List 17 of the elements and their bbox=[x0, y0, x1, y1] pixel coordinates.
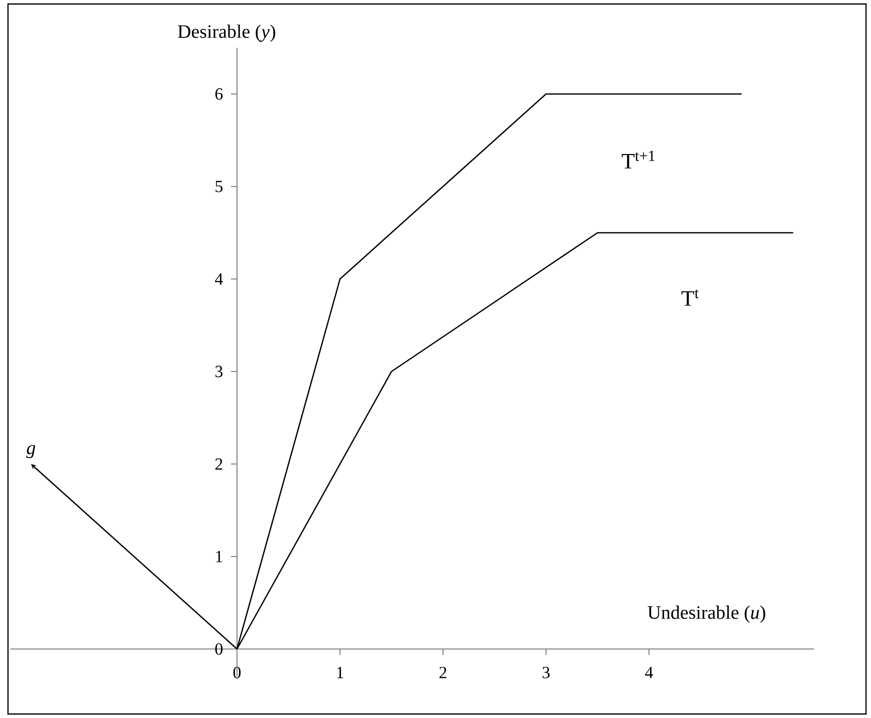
y-tick-label: 1 bbox=[216, 550, 222, 562]
text: T$^{t}$ bbox=[681, 289, 699, 306]
x-tick-label: 0 bbox=[233, 666, 241, 678]
y-tick-label: 5 bbox=[216, 180, 222, 192]
x-tick-label: 1 bbox=[337, 666, 344, 678]
x-tick-label: 4 bbox=[645, 666, 653, 678]
y-tick-label: 2 bbox=[215, 458, 222, 470]
y-tick-label: 4 bbox=[214, 273, 223, 285]
x-tick-label: 2 bbox=[440, 666, 446, 678]
y-tick-label: 6 bbox=[215, 88, 223, 100]
text: T$^{t+1}$ bbox=[622, 150, 655, 168]
series-label: g bbox=[26, 445, 36, 458]
y-tick-label: 0 bbox=[215, 643, 222, 655]
x-tick-label: 3 bbox=[542, 666, 550, 678]
y-axis-title: Desirable (y) bbox=[178, 24, 276, 42]
y-tick-label: 3 bbox=[215, 366, 222, 378]
x-axis-title: Undesirable (u) bbox=[648, 606, 766, 623]
